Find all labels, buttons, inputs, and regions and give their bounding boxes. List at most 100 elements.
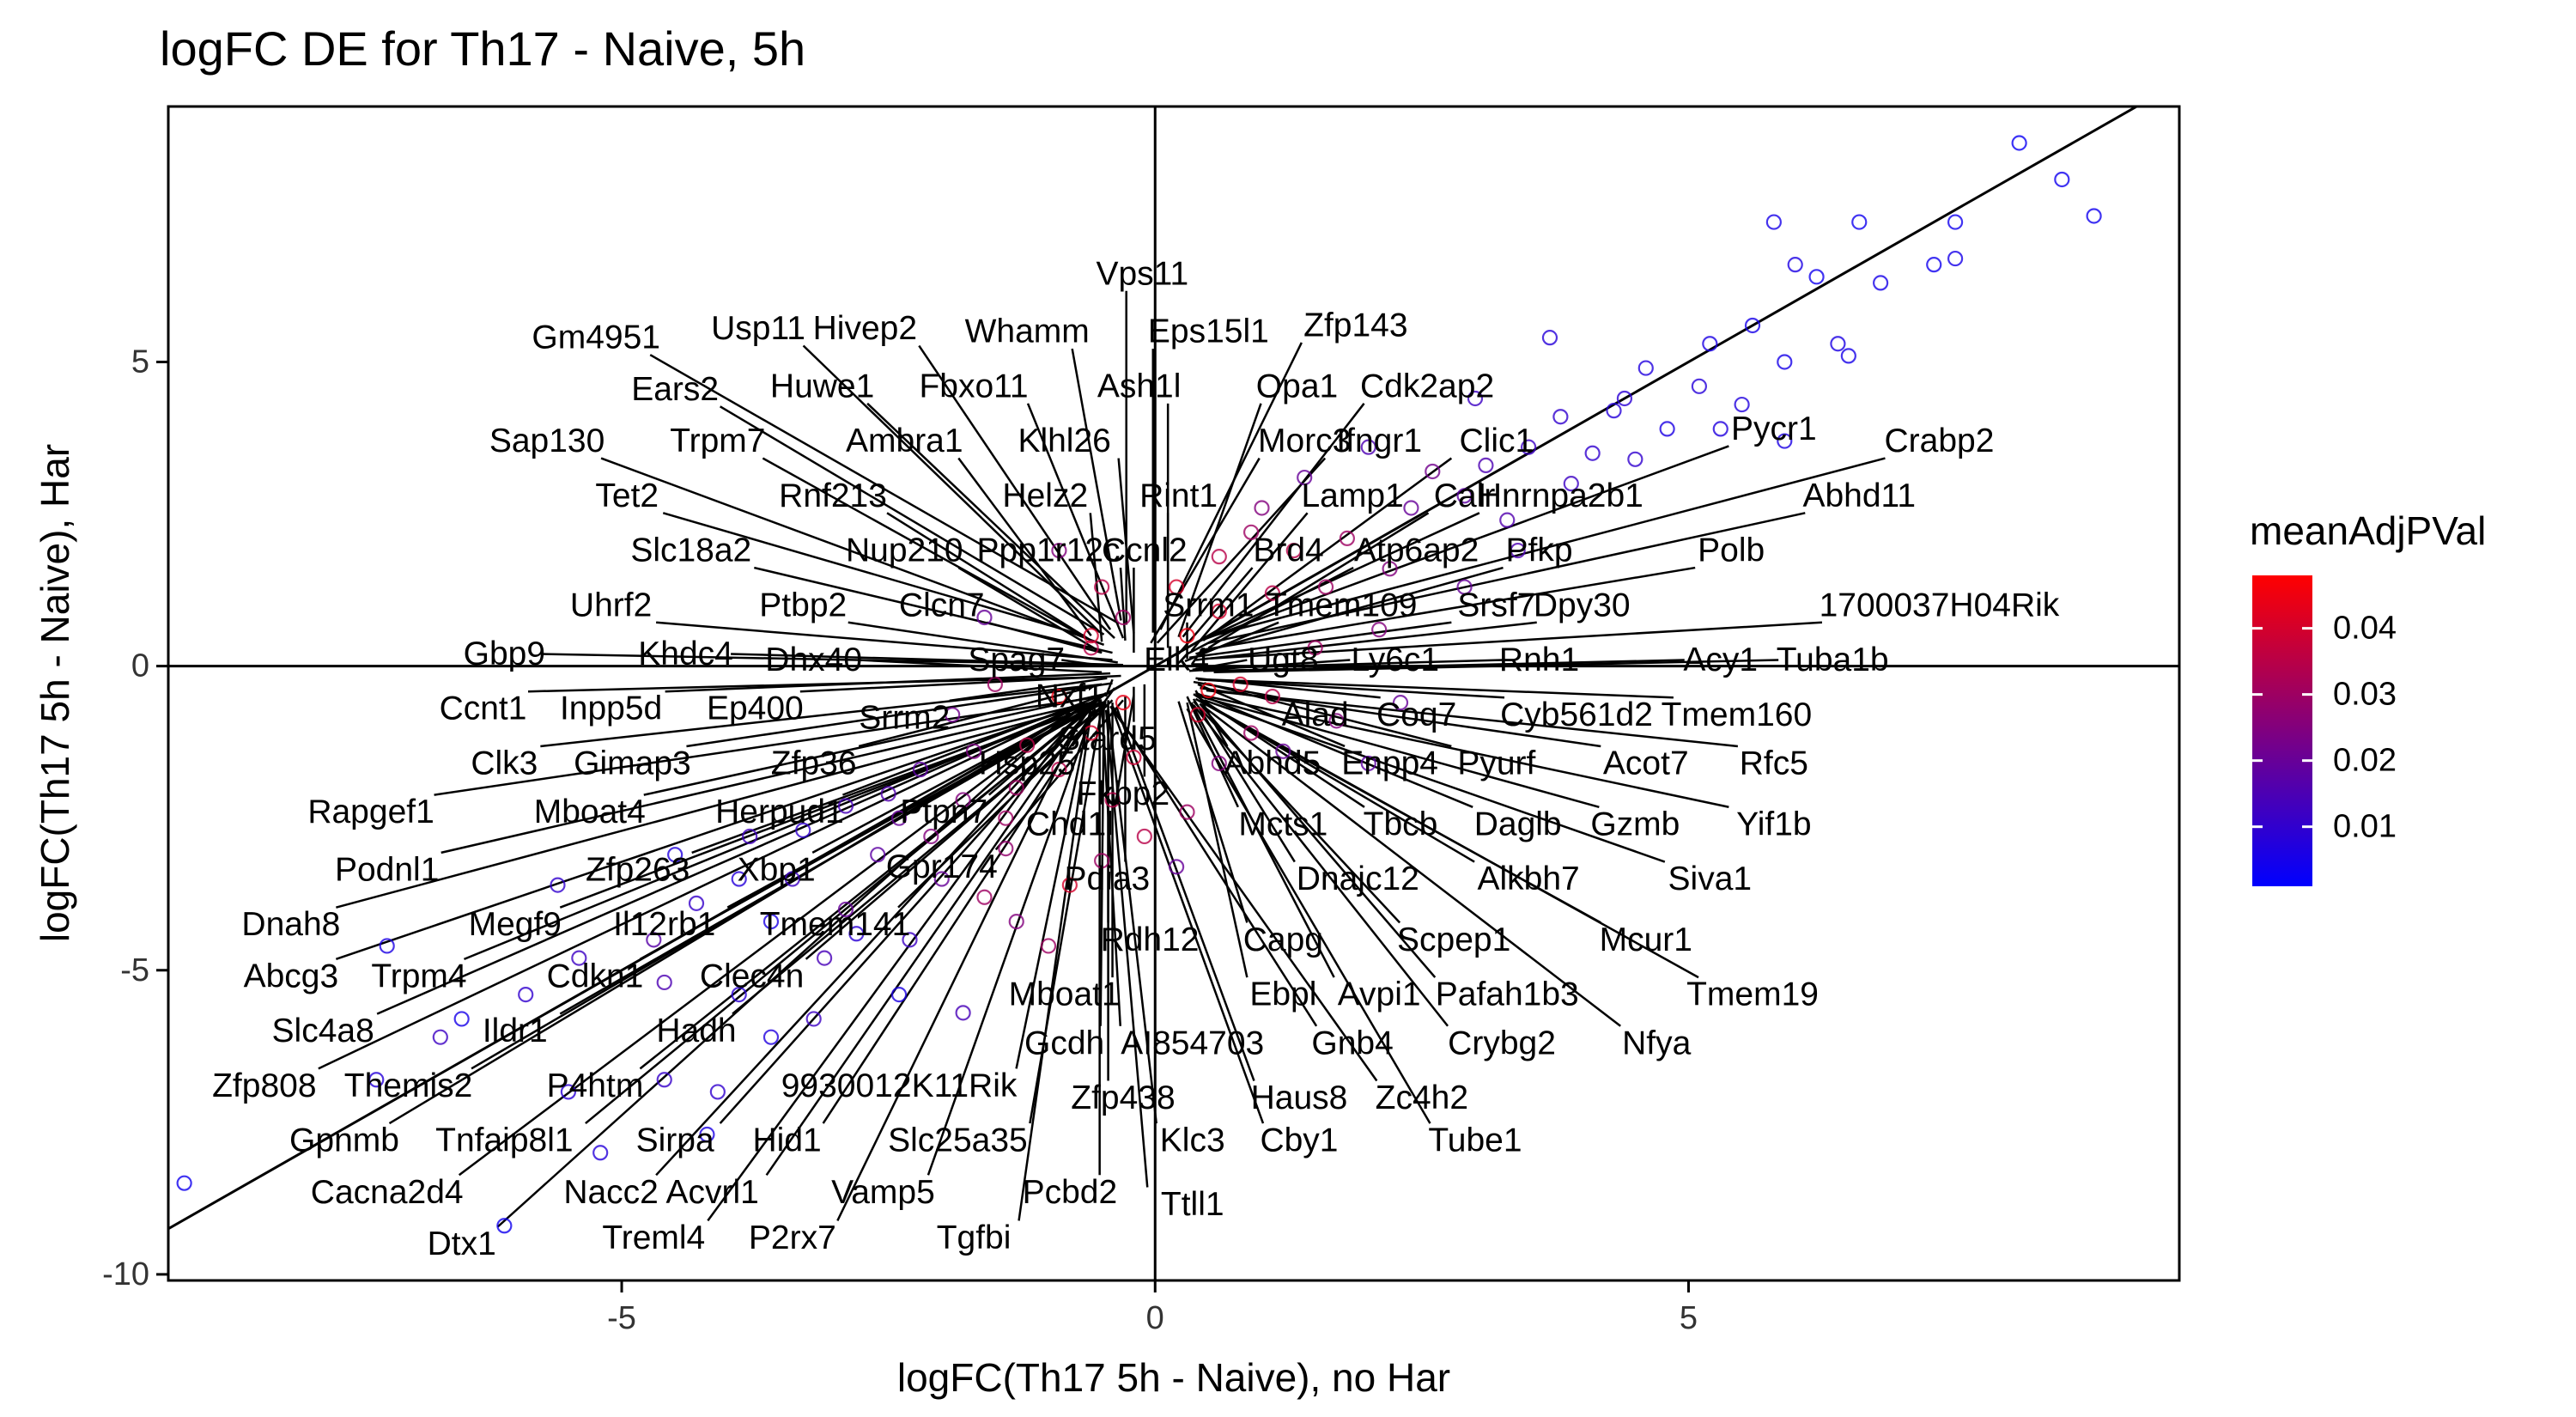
data-point xyxy=(976,609,993,626)
plot-area: Vps11 Gm4951 Usp11 Hivep2 Whamm Eps15l1 Zfp143… xyxy=(168,106,2179,1280)
gene-label: Tet2 xyxy=(595,477,659,514)
data-point xyxy=(1169,859,1185,875)
gene-label: Themis2 xyxy=(344,1067,473,1104)
data-point xyxy=(656,1072,672,1088)
gene-label: Il12rb1 xyxy=(613,906,715,943)
gene-label: Avpi1 xyxy=(1338,976,1421,1013)
legend-tick-label: 0.04 xyxy=(2333,611,2397,647)
gene-label: Cdkn1 xyxy=(547,958,644,994)
gene-label: 1700037H04Rik xyxy=(1820,587,2060,623)
gene-label: Ifngr1 xyxy=(1336,423,1422,459)
data-point xyxy=(1584,445,1601,461)
gene-label: Tmem109 xyxy=(1267,587,1418,623)
gene-label: Hivep2 xyxy=(813,310,917,347)
data-point xyxy=(1926,257,1942,273)
y-axis-title: logFC(Th17 5h - Naive), Har xyxy=(33,444,77,942)
gene-label: Zc4h2 xyxy=(1376,1079,1468,1116)
data-point xyxy=(837,798,854,814)
label-leader-line xyxy=(836,710,1086,1221)
data-point xyxy=(560,1084,577,1100)
data-point xyxy=(987,676,1003,692)
data-point xyxy=(1734,396,1750,413)
label-leader-line xyxy=(585,708,1091,1125)
label-leader-line xyxy=(318,705,1081,1070)
data-point xyxy=(656,974,672,991)
gene-label: Trpm7 xyxy=(670,423,765,459)
gene-label: Zfp438 xyxy=(1071,1079,1175,1116)
data-point xyxy=(1541,330,1558,346)
label-leader-line xyxy=(957,457,1092,636)
data-point xyxy=(2054,171,2070,188)
label-leader-line xyxy=(1115,707,1255,1081)
gene-label: Crybg2 xyxy=(1448,1025,1556,1061)
gene-label: Zfp808 xyxy=(212,1067,316,1104)
data-point xyxy=(1019,737,1036,753)
gene-label: Pyurf xyxy=(1457,745,1535,781)
data-point xyxy=(784,871,800,887)
data-point xyxy=(890,810,908,826)
label-leader-line xyxy=(765,708,1091,1177)
gene-label: Haus8 xyxy=(1251,1079,1348,1116)
label-leader-line xyxy=(1177,701,1249,923)
data-point xyxy=(646,932,662,948)
gene-label: Helz2 xyxy=(1002,477,1088,514)
gene-label: Inpp5d xyxy=(560,690,662,727)
label-leader-line xyxy=(762,457,1094,643)
gene-label: Ccnt1 xyxy=(440,690,527,727)
gene-label: Enpp4 xyxy=(1341,745,1438,781)
gene-label: Rint1 xyxy=(1139,477,1218,514)
label-leader-line xyxy=(1177,403,1262,638)
gene-label: Cacna2d4 xyxy=(311,1174,464,1211)
data-point xyxy=(1947,214,1964,230)
gene-label: Ppp1r12c xyxy=(977,532,1121,569)
gene-label: Gpr174 xyxy=(886,848,998,885)
gene-label: Polb xyxy=(1698,532,1765,569)
gene-label: Zfp263 xyxy=(586,851,690,888)
gene-label: Clcn7 xyxy=(899,587,985,623)
data-point xyxy=(1777,354,1793,370)
data-point xyxy=(1232,676,1249,692)
data-point xyxy=(762,914,780,930)
gene-label: Tube1 xyxy=(1428,1122,1522,1159)
gene-label: Clk3 xyxy=(471,745,538,781)
data-point xyxy=(1637,360,1654,376)
label-leader-line xyxy=(918,344,1112,630)
gene-label: Cyb561d2 xyxy=(1500,696,1653,733)
data-point xyxy=(1777,433,1793,449)
data-point xyxy=(1083,725,1099,741)
label-leader-line xyxy=(1015,706,1092,1069)
data-point xyxy=(1307,640,1323,656)
data-point xyxy=(1254,500,1270,516)
data-point xyxy=(1328,713,1345,729)
label-leader-line xyxy=(719,708,1092,1124)
y-tick-label: -10 xyxy=(102,1256,149,1292)
gene-label: Srrm2 xyxy=(859,699,950,736)
legend-colorbar xyxy=(2252,575,2312,886)
gene-label: Gm4951 xyxy=(532,319,660,356)
data-point xyxy=(1606,403,1622,419)
data-point xyxy=(1787,257,1803,273)
data-point xyxy=(837,901,854,918)
label-leader-line xyxy=(1202,457,1453,642)
label-leader-line xyxy=(1111,708,1265,1124)
data-point xyxy=(731,987,747,1003)
gene-label: Ambra1 xyxy=(846,423,963,459)
gene-label: Abcg3 xyxy=(244,958,339,994)
label-leader-line xyxy=(1182,403,1365,638)
label-leader-line xyxy=(656,621,1113,661)
label-leader-line xyxy=(1213,659,1779,673)
label-leader-line xyxy=(1117,458,1135,634)
gene-label: Scpep1 xyxy=(1397,921,1510,958)
gene-label: Dnajc12 xyxy=(1297,861,1419,897)
label-leader-line xyxy=(1194,512,1480,644)
gene-label: Zfp36 xyxy=(771,745,857,781)
gene-label: Gpnmb xyxy=(289,1122,399,1159)
gene-label: P4htm xyxy=(547,1067,644,1104)
label-leader-line xyxy=(1089,513,1103,642)
gene-label: Whamm xyxy=(965,313,1090,350)
gene-label: Khdc4 xyxy=(638,636,733,672)
label-leader-line xyxy=(1208,457,1886,638)
data-point xyxy=(1392,695,1409,711)
gene-label: Gimap3 xyxy=(574,745,691,781)
gene-label: Slc18a2 xyxy=(630,532,751,569)
